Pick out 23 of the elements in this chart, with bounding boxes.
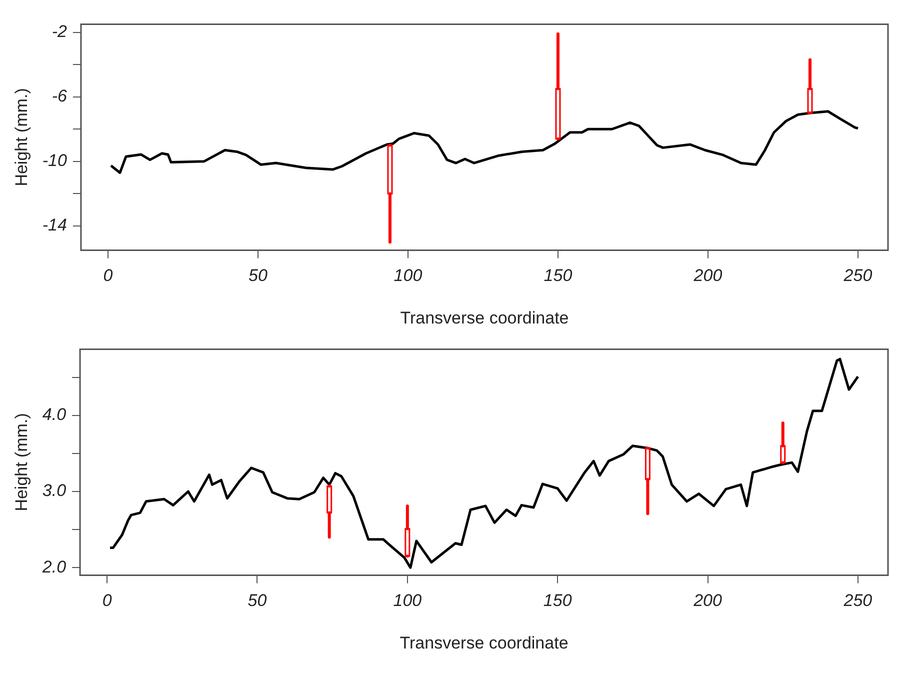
x-tick-label: 100	[394, 266, 423, 286]
y-tick-label: -2	[52, 22, 68, 42]
x-tick-label: 200	[692, 266, 723, 286]
x-tick-label: 50	[248, 266, 268, 286]
x-tick-label: 0	[103, 266, 114, 286]
x-tick-label: 250	[842, 266, 873, 286]
x-tick-label: 150	[543, 591, 572, 610]
x-axis-title: Transverse coordinate	[400, 308, 569, 328]
x-axis-title: Transverse coordinate	[400, 633, 568, 652]
y-tick-label: -6	[52, 86, 68, 106]
x-tick-label: 250	[842, 591, 873, 610]
x-tick-label: 150	[544, 266, 573, 286]
x-tick-label: 0	[102, 591, 112, 610]
y-axis-title: Height (mm.)	[12, 88, 31, 186]
y-tick-label: 2.0	[41, 557, 67, 576]
y-tick-label: 3.0	[42, 481, 67, 500]
x-tick-label: 200	[692, 591, 723, 610]
x-tick-label: 50	[248, 591, 268, 610]
y-tick-label: -10	[42, 151, 68, 170]
y-tick-label: 4.0	[42, 405, 67, 424]
y-tick-label: -14	[42, 216, 67, 235]
y-axis-title: Height (mm.)	[12, 413, 31, 512]
x-tick-label: 100	[393, 591, 422, 610]
